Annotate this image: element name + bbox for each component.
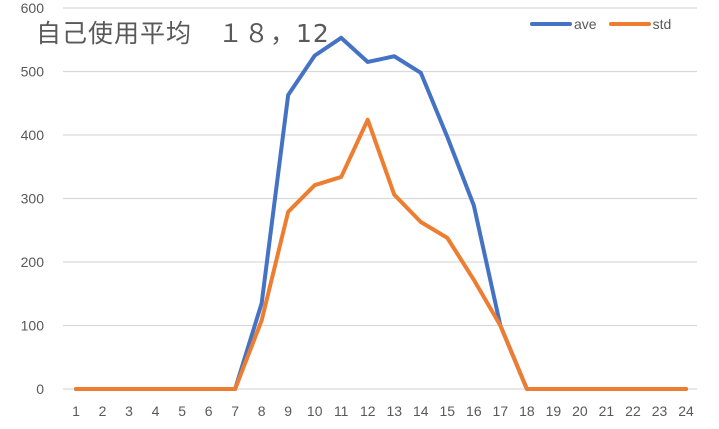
x-tick-label: 24 — [678, 403, 694, 419]
x-tick-label: 23 — [652, 403, 668, 419]
y-tick-label: 300 — [21, 191, 45, 207]
legend-label-std: std — [652, 16, 672, 32]
y-tick-label: 100 — [21, 318, 45, 334]
x-tick-label: 3 — [125, 403, 133, 419]
x-tick-label: 14 — [413, 403, 429, 419]
x-tick-label: 1 — [72, 403, 80, 419]
legend-item-ave: ave — [530, 16, 597, 32]
x-tick-label: 7 — [231, 403, 239, 419]
chart-title: 自己使用平均 １８，12 — [36, 19, 330, 48]
x-tick-label: 18 — [519, 403, 535, 419]
x-tick-label: 10 — [307, 403, 323, 419]
legend-swatch-std — [608, 22, 651, 26]
x-tick-label: 20 — [572, 403, 588, 419]
y-tick-label: 0 — [36, 381, 44, 397]
x-tick-label: 4 — [152, 403, 160, 419]
x-tick-label: 12 — [360, 403, 376, 419]
x-tick-label: 13 — [386, 403, 402, 419]
legend-swatch-ave — [530, 22, 572, 26]
x-tick-label: 2 — [99, 403, 107, 419]
y-tick-label: 600 — [21, 0, 45, 16]
x-tick-label: 15 — [440, 403, 456, 419]
x-tick-label: 16 — [466, 403, 482, 419]
x-tick-label: 21 — [599, 403, 615, 419]
legend: ave std — [530, 16, 683, 32]
x-tick-label: 5 — [178, 403, 186, 419]
x-tick-label: 6 — [205, 403, 213, 419]
x-tick-label: 17 — [493, 403, 509, 419]
x-tick-label: 19 — [546, 403, 562, 419]
x-tick-label: 8 — [258, 403, 266, 419]
series-line-ave — [74, 35, 688, 391]
x-tick-label: 9 — [284, 403, 292, 419]
x-tick-label: 22 — [625, 403, 641, 419]
legend-label-ave: ave — [574, 16, 597, 32]
legend-item-std: std — [608, 16, 672, 32]
y-tick-label: 500 — [21, 64, 45, 80]
y-tick-label: 200 — [21, 254, 45, 270]
y-tick-label: 400 — [21, 127, 45, 143]
x-tick-label: 11 — [334, 403, 349, 419]
series-line-std — [74, 117, 688, 391]
